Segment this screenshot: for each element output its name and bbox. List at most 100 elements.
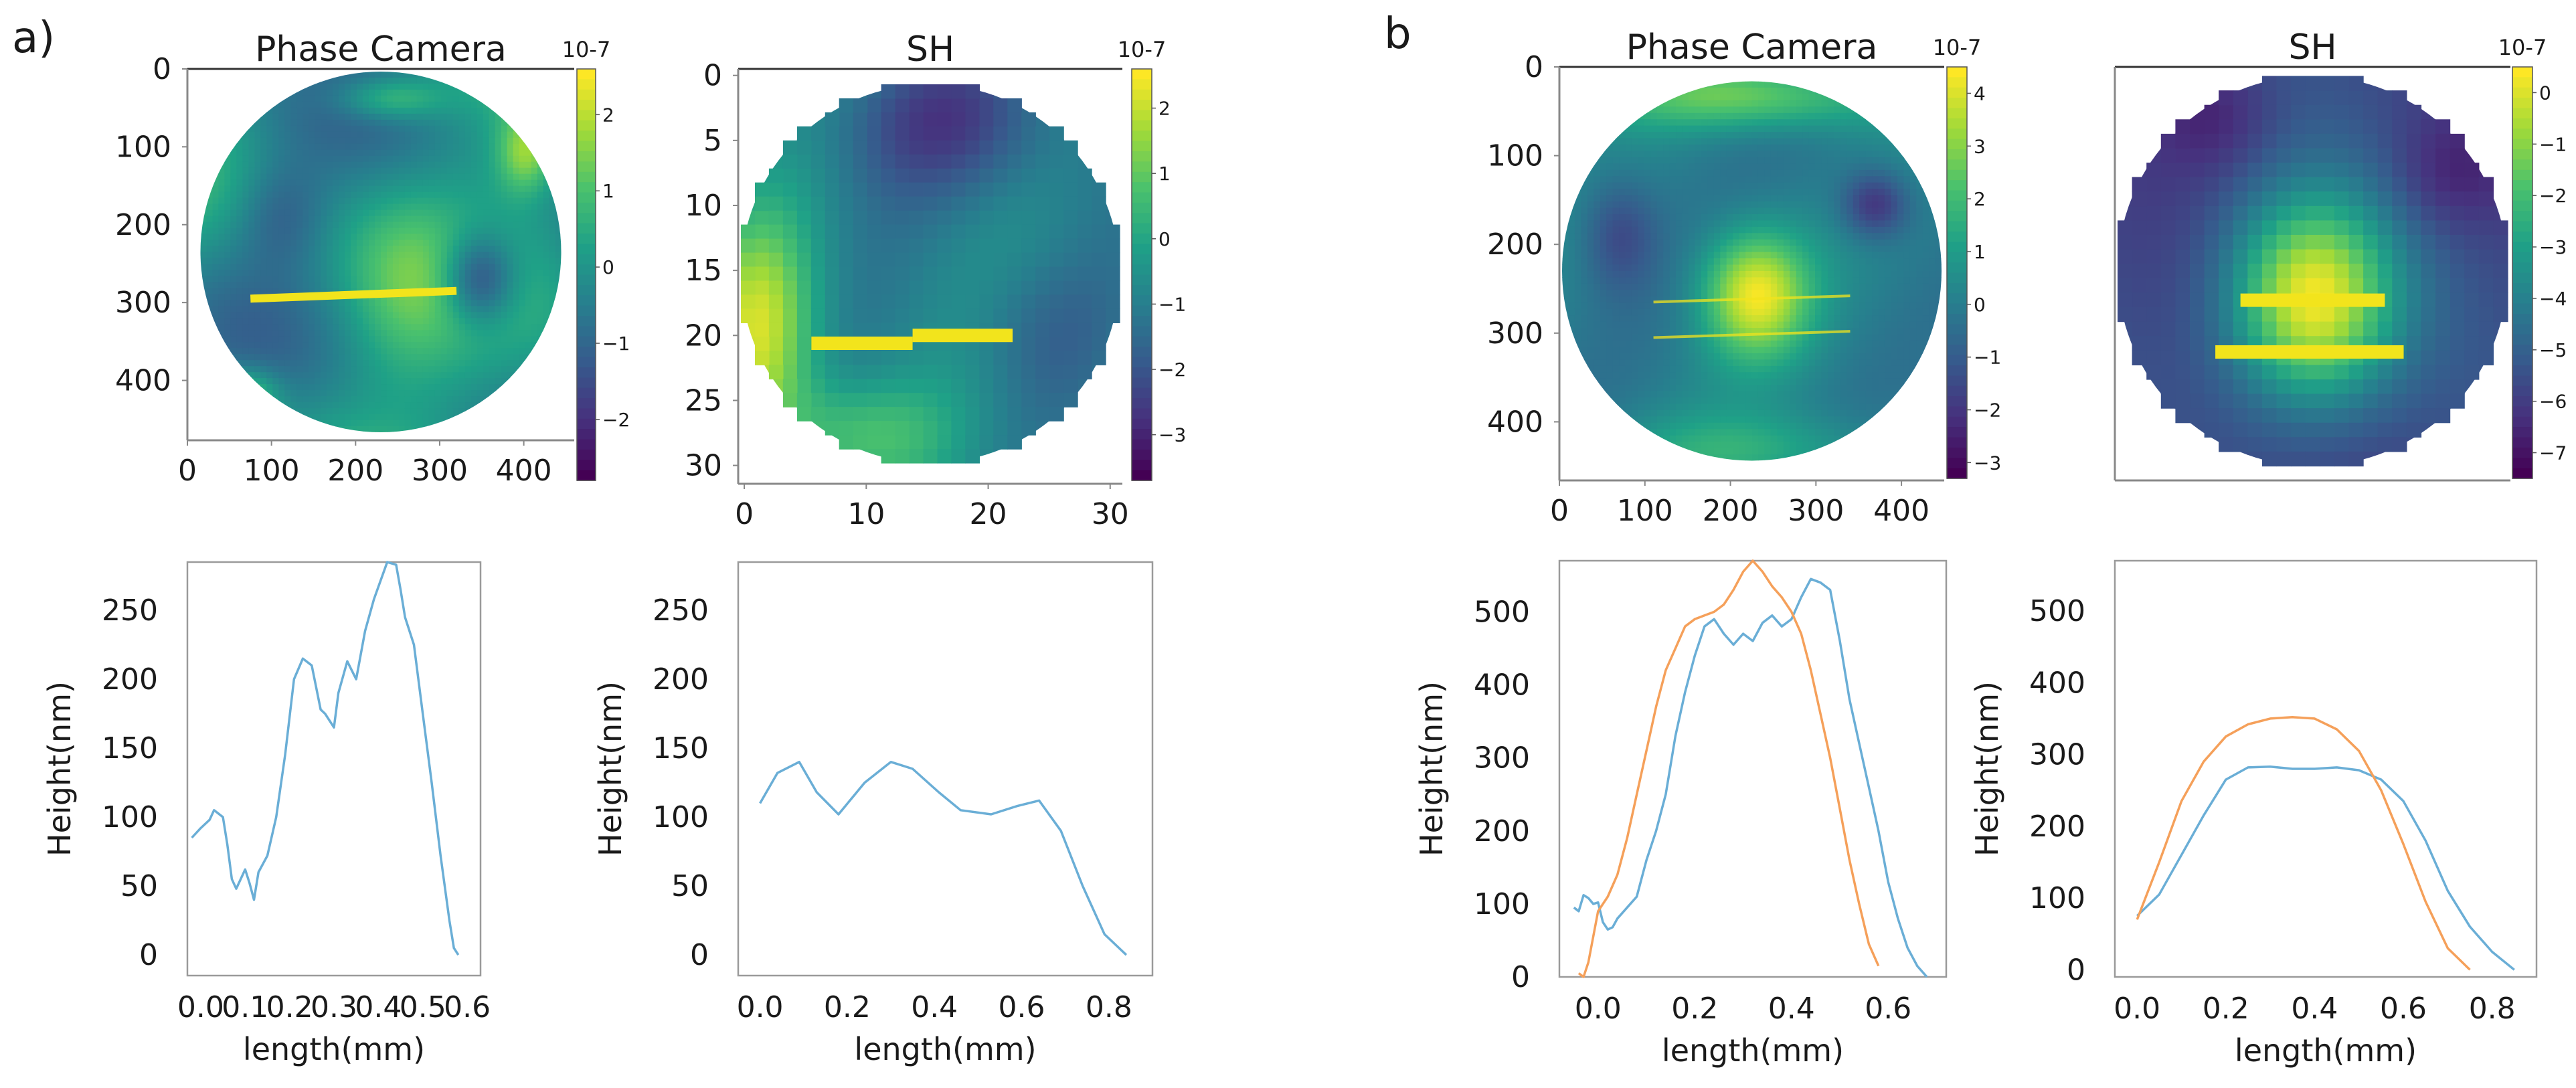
heatmap-cell xyxy=(339,221,345,229)
colorbar-segment xyxy=(577,274,596,286)
heatmap-cell xyxy=(387,107,394,114)
heatmap-cell xyxy=(315,149,321,157)
heatmap-cell xyxy=(1656,220,1664,228)
heatmap-cell xyxy=(458,264,466,271)
heatmap-cell xyxy=(272,330,279,337)
heatmap-cell xyxy=(272,402,279,409)
heatmap-cell xyxy=(1600,169,1607,177)
heatmap-cell xyxy=(345,306,351,312)
heatmap-cell xyxy=(375,234,381,241)
heatmap-cell xyxy=(755,294,770,309)
heatmap-cell xyxy=(1644,403,1651,411)
heatmap-cell xyxy=(895,168,910,183)
heatmap-cell xyxy=(369,161,375,169)
heatmap-cell xyxy=(260,203,267,211)
heatmap-cell xyxy=(464,131,472,139)
heatmap-cell xyxy=(519,312,526,319)
heatmap-cell xyxy=(296,300,303,306)
heatmap-cell xyxy=(1682,213,1689,221)
x-tick-label: 0.0 xyxy=(737,990,784,1024)
heatmap-cell xyxy=(321,137,327,145)
heatmap-cell xyxy=(381,258,388,265)
heatmap-cell xyxy=(1638,277,1645,284)
heatmap-cell xyxy=(381,366,388,373)
heatmap-cell xyxy=(1638,296,1645,303)
heatmap-cell xyxy=(867,294,882,309)
heatmap-cell xyxy=(272,390,279,397)
heatmap-cell xyxy=(464,258,472,265)
heatmap-cell xyxy=(254,221,261,229)
heatmap-cell xyxy=(375,282,381,288)
heatmap-cell xyxy=(321,72,327,78)
heatmap-cell xyxy=(242,294,249,300)
heatmap-cell xyxy=(236,324,243,331)
heatmap-cell xyxy=(1676,138,1683,145)
heatmap-cell xyxy=(519,149,526,157)
heatmap-cell xyxy=(290,95,297,102)
heatmap-cell xyxy=(381,270,388,276)
heatmap-cell xyxy=(446,179,454,187)
heatmap-cell xyxy=(1021,98,1036,113)
heatmap-cell xyxy=(296,113,303,120)
heatmap-cell xyxy=(440,173,448,181)
heatmap-edge-cell xyxy=(895,449,910,464)
heatmap-cell xyxy=(363,149,369,157)
heatmap-cell xyxy=(278,155,285,163)
heatmap-cell xyxy=(1669,119,1677,126)
colorbar-segment xyxy=(577,69,596,80)
heatmap-cell xyxy=(284,95,291,102)
heatmap-cell xyxy=(206,179,213,187)
heatmap-cell xyxy=(339,270,345,276)
heatmap-cell xyxy=(1631,233,1638,240)
heatmap-cell xyxy=(525,348,532,355)
heatmap-cell xyxy=(507,294,514,300)
heatmap-cell xyxy=(543,228,550,235)
heatmap-cell xyxy=(867,168,882,183)
heatmap-cell xyxy=(1638,246,1645,253)
heatmap-cell xyxy=(1644,365,1651,373)
heatmap-cell xyxy=(768,196,784,211)
heatmap-cell xyxy=(404,354,412,361)
heatmap-cell xyxy=(309,354,315,361)
heatmap-cell xyxy=(1600,340,1607,347)
heatmap-cell xyxy=(1049,196,1064,211)
heatmap-cell xyxy=(260,300,267,306)
heatmap-cell xyxy=(993,407,1008,422)
heatmap-cell xyxy=(345,366,351,373)
heatmap-cell xyxy=(1574,189,1581,196)
heatmap-cell xyxy=(422,264,430,271)
heatmap-cell xyxy=(1581,246,1588,253)
heatmap-cell xyxy=(519,246,526,253)
heatmap-cell xyxy=(248,125,255,132)
heatmap-cell xyxy=(1631,195,1638,202)
heatmap-cell xyxy=(321,179,327,187)
heatmap-cell xyxy=(458,197,466,205)
heatmap-cell xyxy=(339,402,345,409)
heatmap-cell xyxy=(200,252,207,259)
heatmap-cell xyxy=(339,101,345,108)
heatmap-cell xyxy=(1650,119,1658,126)
heatmap-cell xyxy=(1689,347,1695,354)
heatmap-cell xyxy=(867,196,882,211)
heatmap-cell xyxy=(1701,359,1708,367)
heatmap-cell xyxy=(218,173,225,181)
heatmap-cell xyxy=(1695,151,1702,158)
heatmap-cell xyxy=(236,354,243,361)
heatmap-cell xyxy=(458,330,466,337)
heatmap-cell xyxy=(470,89,478,96)
heatmap-cell xyxy=(1676,416,1683,424)
heatmap-cell xyxy=(1594,283,1601,290)
heatmap-cell xyxy=(327,197,333,205)
heatmap-cell xyxy=(470,396,478,403)
heatmap-cell xyxy=(464,384,472,391)
heatmap-cell xyxy=(1707,239,1715,246)
heatmap-cell xyxy=(363,234,369,241)
heatmap-cell xyxy=(537,191,544,199)
heatmap-cell xyxy=(309,324,315,331)
heatmap-cell xyxy=(1695,132,1702,139)
heatmap-cell xyxy=(410,354,418,361)
heatmap-cell xyxy=(1695,435,1702,442)
heatmap-cell xyxy=(507,197,514,205)
x-axis-label: length(mm) xyxy=(243,1031,425,1067)
heatmap-cell xyxy=(470,191,478,199)
